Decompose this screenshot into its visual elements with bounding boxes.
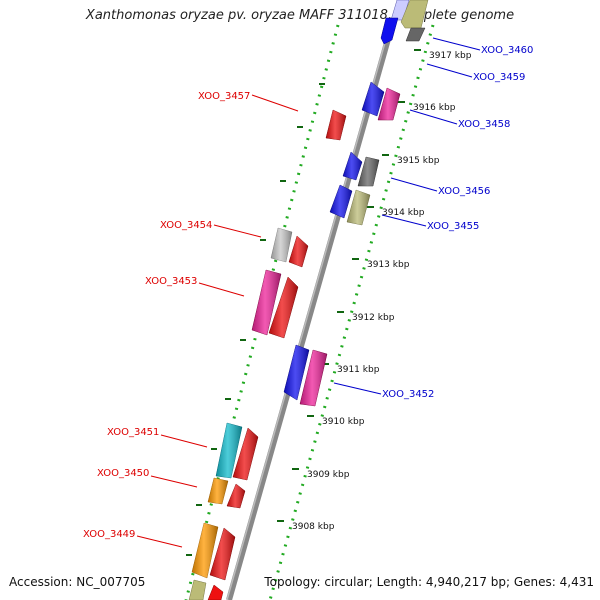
- gene-arrow-xoo-3454[interactable]: [270, 227, 293, 263]
- label-leader-line: [390, 177, 438, 192]
- accession-text: Accession: NC_007705: [9, 575, 146, 589]
- gene-label[interactable]: XOO_3449: [83, 529, 135, 540]
- gene-arrow[interactable]: [405, 27, 426, 42]
- gene-label[interactable]: XOO_3460: [481, 45, 533, 56]
- scale-ticks: 3917 kbp 3916 kbp 3915 kbp 3914 kbp 3913 kbp…: [186, 49, 472, 556]
- scale-label: 3910 kbp: [322, 417, 365, 427]
- gene-arrow-xoo-3451[interactable]: [215, 422, 243, 479]
- label-leader-line: [333, 382, 382, 395]
- genome-backbone: [226, 24, 395, 600]
- gene-arrow-xoo-3453[interactable]: [251, 269, 282, 336]
- label-leader-line: [150, 475, 198, 488]
- gene-arrow[interactable]: [361, 81, 385, 117]
- scale-label: 3911 kbp: [337, 365, 380, 375]
- gene-arrow[interactable]: [209, 527, 236, 581]
- gene-arrow[interactable]: [232, 427, 259, 481]
- gene-arrow-xoo-3449[interactable]: [191, 522, 219, 579]
- gene-arrow[interactable]: [346, 189, 371, 226]
- gene-label[interactable]: XOO_3451: [107, 427, 159, 438]
- scale-label: 3909 kbp: [307, 470, 350, 480]
- label-leader-line: [160, 434, 208, 448]
- scale-label: 3915 kbp: [397, 156, 440, 166]
- gene-arrow-xoo-3452[interactable]: [299, 349, 328, 407]
- scale-label: 3914 kbp: [382, 208, 425, 218]
- gene-arrow[interactable]: [380, 17, 399, 45]
- scale-label: 3908 kbp: [292, 522, 335, 532]
- gene-label[interactable]: XOO_3458: [458, 119, 510, 130]
- gene-arrow[interactable]: [377, 87, 401, 121]
- gene-labels: XOO_3460 XOO_3459 XOO_3458 XOO_3457 XOO_3456…: [83, 37, 533, 548]
- gene-arrow[interactable]: [342, 151, 363, 181]
- right-dotted-track: [268, 24, 435, 600]
- gene-arrow[interactable]: [207, 584, 224, 600]
- gene-label[interactable]: XOO_3454: [160, 220, 212, 231]
- label-leader-line: [198, 282, 245, 297]
- topology-text: Topology: circular; Length: 4,940,217 bp…: [264, 575, 594, 589]
- gene-arrow[interactable]: [226, 483, 246, 509]
- label-leader-line: [213, 224, 262, 238]
- gene-features: [188, 0, 429, 600]
- label-leader-line: [381, 214, 427, 227]
- scale-label: 3913 kbp: [367, 260, 410, 270]
- gene-arrow[interactable]: [288, 235, 309, 268]
- gene-label[interactable]: XOO_3453: [145, 276, 197, 287]
- gene-label[interactable]: XOO_3452: [382, 389, 434, 400]
- gene-arrow[interactable]: [357, 156, 380, 187]
- scale-label: 3912 kbp: [352, 313, 395, 323]
- scale-label: 3917 kbp: [429, 51, 472, 61]
- label-leader-line: [136, 535, 183, 548]
- label-leader-line: [409, 109, 458, 125]
- gene-arrow[interactable]: [268, 276, 299, 339]
- gene-arrow-xoo-3457[interactable]: [325, 109, 347, 141]
- scale-label: 3916 kbp: [413, 103, 456, 113]
- genome-backbone-highlight: [226, 24, 391, 600]
- gene-arrow-xoo-3450[interactable]: [207, 477, 229, 505]
- gene-label[interactable]: XOO_3455: [427, 221, 479, 232]
- label-leader-line: [251, 94, 299, 112]
- gene-arrow[interactable]: [188, 579, 207, 600]
- gene-label[interactable]: XOO_3456: [438, 186, 490, 197]
- gene-label[interactable]: XOO_3450: [97, 468, 149, 479]
- label-leader-line: [426, 63, 473, 78]
- gene-arrow[interactable]: [283, 344, 310, 401]
- gene-arrow[interactable]: [329, 184, 353, 219]
- gene-label[interactable]: XOO_3459: [473, 72, 525, 83]
- gene-label[interactable]: XOO_3457: [198, 91, 250, 102]
- label-leader-line: [432, 37, 481, 51]
